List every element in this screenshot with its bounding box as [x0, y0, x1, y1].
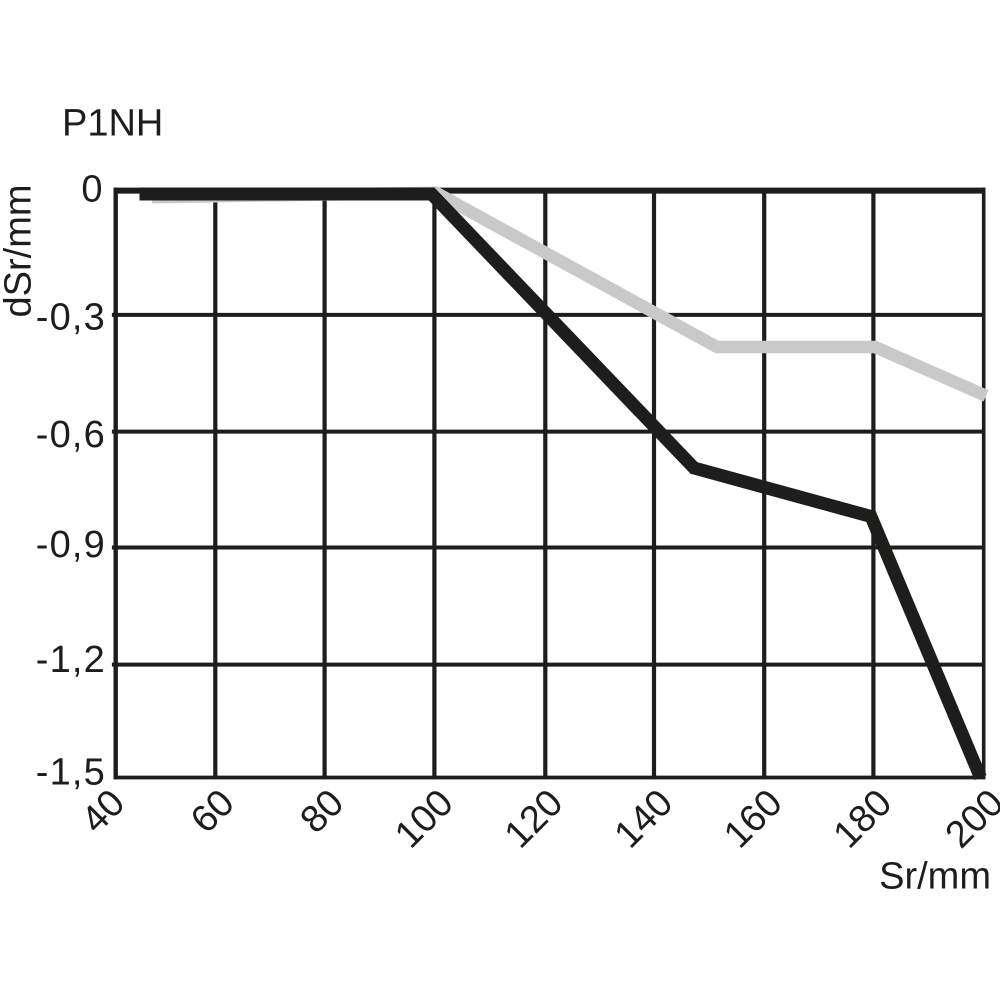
svg-text:Sr/mm: Sr/mm [879, 856, 991, 898]
svg-text:-1,5: -1,5 [36, 752, 106, 794]
svg-text:dSr/mm: dSr/mm [0, 185, 40, 318]
svg-text:-0,9: -0,9 [36, 524, 106, 566]
svg-text:-0,3: -0,3 [36, 296, 106, 338]
svg-text:-1,2: -1,2 [36, 639, 106, 681]
svg-text:-0,6: -0,6 [36, 414, 106, 456]
svg-text:0: 0 [81, 169, 102, 211]
svg-text:P1NH: P1NH [62, 103, 163, 145]
